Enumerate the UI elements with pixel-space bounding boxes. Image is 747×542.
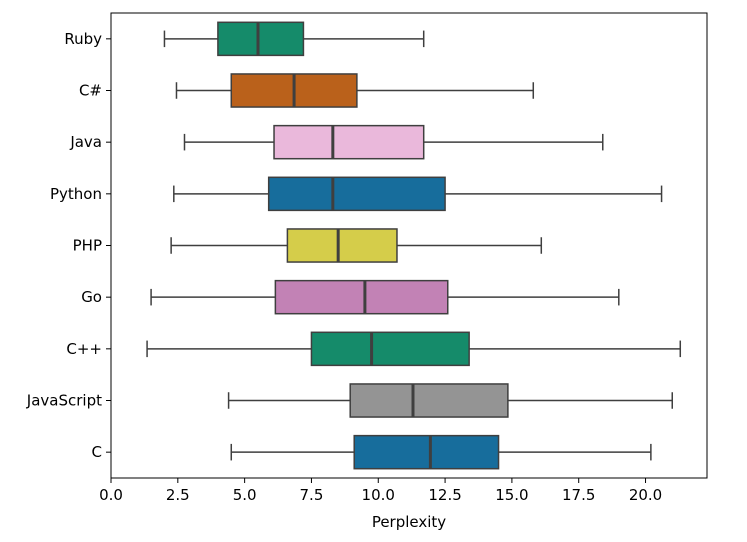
y-tick-label: C# bbox=[79, 82, 102, 100]
x-tick-label: 15.0 bbox=[495, 486, 528, 504]
y-tick-label: Go bbox=[81, 288, 102, 306]
x-tick-label: 20.0 bbox=[629, 486, 662, 504]
x-axis-ticks: 0.0 2.5 5.0 7.5 10.0 12.5 15.0 17.5 20.0 bbox=[99, 478, 662, 504]
y-tick-label: C++ bbox=[66, 340, 102, 358]
boxes-layer bbox=[146, 21, 682, 470]
box-iqr bbox=[273, 124, 425, 160]
x-tick-label: 17.5 bbox=[562, 486, 595, 504]
x-tick-label: 7.5 bbox=[300, 486, 324, 504]
y-tick-label: Ruby bbox=[64, 30, 102, 48]
box-iqr bbox=[353, 434, 500, 470]
box-iqr bbox=[286, 228, 398, 263]
x-tick-label: 10.0 bbox=[362, 486, 395, 504]
box-group-cplusplus bbox=[146, 331, 682, 367]
box-iqr bbox=[274, 279, 449, 315]
x-tick-label: 0.0 bbox=[99, 486, 123, 504]
box-iqr bbox=[349, 383, 509, 418]
box-group-go bbox=[150, 279, 620, 315]
y-tick-label: Python bbox=[50, 185, 102, 203]
x-tick-label: 2.5 bbox=[166, 486, 190, 504]
x-tick-label: 5.0 bbox=[233, 486, 257, 504]
box-iqr bbox=[217, 21, 305, 57]
box-group-php bbox=[170, 228, 543, 263]
y-tick-label: Java bbox=[69, 133, 102, 151]
box-group-python bbox=[173, 176, 663, 212]
box-group-csharp bbox=[175, 73, 535, 108]
box-group-javascript bbox=[227, 383, 674, 418]
y-tick-label: C bbox=[92, 443, 102, 461]
box-iqr bbox=[267, 176, 446, 212]
x-axis-label: Perplexity bbox=[372, 513, 446, 531]
y-axis-ticks: Ruby C# Java Python PHP Go C++ JavaScript C bbox=[26, 30, 111, 461]
box-iqr bbox=[310, 331, 470, 367]
box-group-java bbox=[183, 124, 604, 160]
box-group-c bbox=[230, 434, 652, 470]
y-tick-label: PHP bbox=[73, 237, 102, 255]
box-group-ruby bbox=[163, 21, 425, 57]
y-tick-label: JavaScript bbox=[26, 392, 102, 410]
x-tick-label: 12.5 bbox=[428, 486, 461, 504]
